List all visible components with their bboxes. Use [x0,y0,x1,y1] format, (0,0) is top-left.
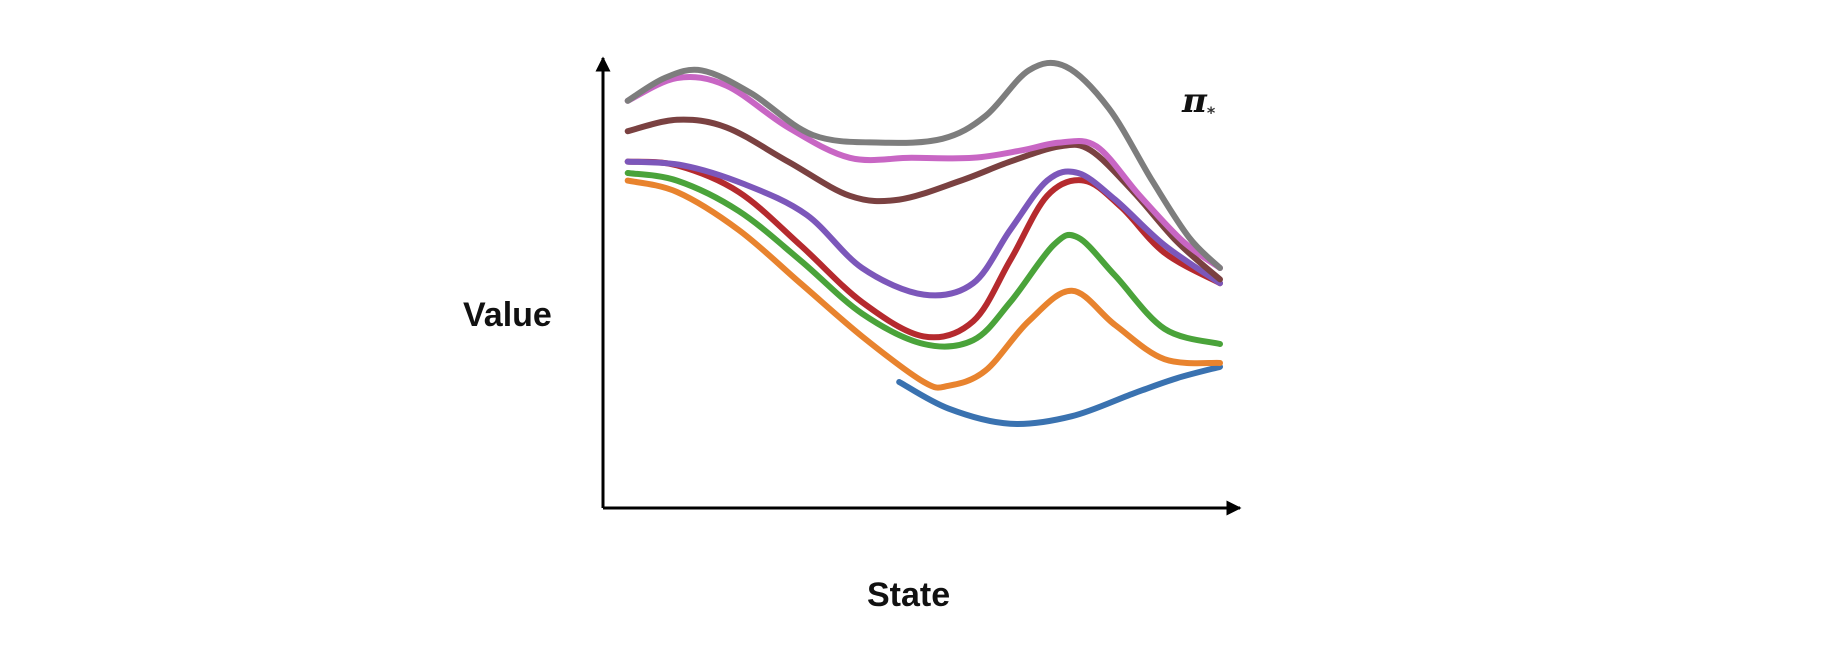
pi-symbol: π [1181,81,1208,121]
series-line-orange [624,177,1223,391]
series-layer [624,59,1223,428]
y-axis-title: Value [463,296,552,334]
pi-star-annotation: π* [1181,81,1216,122]
series-line-pink [624,73,1223,271]
series-line-blue [896,363,1223,428]
series-line-pi-star [624,59,1223,271]
pi-subscript: * [1207,103,1216,122]
series-line-green [624,170,1223,350]
x-axis-title: State [867,576,950,614]
series-line-purple [624,158,1223,299]
